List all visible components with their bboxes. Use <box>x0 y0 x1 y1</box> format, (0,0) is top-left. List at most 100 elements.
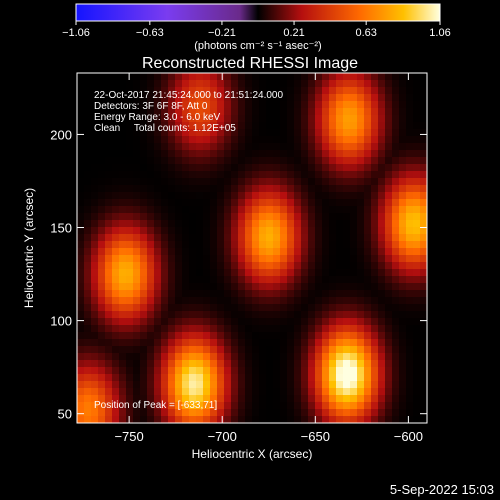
heatmap-cell <box>357 262 365 270</box>
heatmap-cell <box>112 206 120 214</box>
heatmap-cell <box>392 402 400 410</box>
heatmap-cell <box>140 192 148 200</box>
heatmap-cell <box>175 157 183 165</box>
heatmap-cell <box>154 213 162 221</box>
heatmap-cell <box>203 262 211 270</box>
heatmap-cell <box>322 73 330 81</box>
heatmap-cell <box>154 318 162 326</box>
heatmap-cell <box>392 346 400 354</box>
heatmap-cell <box>399 416 407 423</box>
heatmap-cell <box>168 108 176 116</box>
heatmap-cell <box>203 318 211 326</box>
heatmap-cell <box>154 227 162 235</box>
heatmap-cell <box>189 206 197 214</box>
heatmap-cell <box>406 304 414 312</box>
heatmap-cell <box>126 262 134 270</box>
heatmap-cell <box>343 388 351 396</box>
heatmap-cell <box>133 227 141 235</box>
heatmap-cell <box>392 227 400 235</box>
heatmap-cell <box>84 269 92 277</box>
heatmap-cell <box>105 339 113 347</box>
heatmap-cell <box>259 353 267 361</box>
heatmap-cell <box>399 311 407 319</box>
heatmap-cell <box>315 248 323 256</box>
heatmap-cell <box>378 129 386 137</box>
heatmap-cell <box>343 192 351 200</box>
heatmap-cell <box>231 171 239 179</box>
heatmap-cell <box>364 80 372 88</box>
heatmap-cell <box>77 409 85 417</box>
heatmap-cell <box>189 150 197 158</box>
heatmap-cell <box>203 87 211 95</box>
heatmap-cell <box>385 304 393 312</box>
heatmap-cell <box>203 360 211 368</box>
heatmap-cell <box>406 108 414 116</box>
heatmap-cell <box>98 276 106 284</box>
heatmap-cell <box>231 269 239 277</box>
heatmap-cell <box>273 122 281 130</box>
heatmap-cell <box>105 395 113 403</box>
heatmap-cell <box>84 227 92 235</box>
heatmap-cell <box>105 87 113 95</box>
heatmap-cell <box>91 227 99 235</box>
heatmap-cell <box>77 87 85 95</box>
heatmap-cell <box>371 290 379 298</box>
heatmap-cell <box>168 192 176 200</box>
heatmap-cell <box>280 122 288 130</box>
heatmap-cell <box>119 213 127 221</box>
heatmap-cell <box>161 206 169 214</box>
heatmap-cell <box>224 255 232 263</box>
colorbar-unit-label: (photons cm⁻² s⁻¹ asec⁻²) <box>194 40 321 52</box>
heatmap-cell <box>126 388 134 396</box>
heatmap-cell <box>238 150 246 158</box>
heatmap-cell <box>196 192 204 200</box>
heatmap-cell <box>308 374 316 382</box>
heatmap-cell <box>336 388 344 396</box>
heatmap-cell <box>406 325 414 333</box>
heatmap-cell <box>280 402 288 410</box>
heatmap-cell <box>217 332 225 340</box>
heatmap-cell <box>210 115 218 123</box>
heatmap-cell <box>217 318 225 326</box>
heatmap-cell <box>119 80 127 88</box>
heatmap-cell <box>343 318 351 326</box>
heatmap-cell <box>406 367 414 375</box>
heatmap-cell <box>196 178 204 186</box>
heatmap-cell <box>266 318 274 326</box>
heatmap-cell <box>182 206 190 214</box>
heatmap-cell <box>91 290 99 298</box>
heatmap-cell <box>196 332 204 340</box>
heatmap-cell <box>140 101 148 109</box>
heatmap-cell <box>371 157 379 165</box>
heatmap-cell <box>154 185 162 193</box>
heatmap-cell <box>280 304 288 312</box>
heatmap-cell <box>357 192 365 200</box>
heatmap-cell <box>224 80 232 88</box>
heatmap-cell <box>91 185 99 193</box>
heatmap-cell <box>112 136 120 144</box>
heatmap-cell <box>189 297 197 305</box>
heatmap-cell <box>329 325 337 333</box>
heatmap-cell <box>399 164 407 172</box>
heatmap-cell <box>189 220 197 228</box>
heatmap-cell <box>364 283 372 291</box>
heatmap-cell <box>392 395 400 403</box>
heatmap-cell <box>315 129 323 137</box>
heatmap-cell <box>98 311 106 319</box>
heatmap-cell <box>217 164 225 172</box>
heatmap-cell <box>175 325 183 333</box>
heatmap-cell <box>189 122 197 130</box>
heatmap-cell <box>280 220 288 228</box>
heatmap-cell <box>273 157 281 165</box>
heatmap-cell <box>119 304 127 312</box>
heatmap-cell <box>84 318 92 326</box>
heatmap-cell <box>238 108 246 116</box>
heatmap-cell <box>182 101 190 109</box>
heatmap-cell <box>245 220 253 228</box>
heatmap-cell <box>238 416 246 423</box>
heatmap-cell <box>322 346 330 354</box>
heatmap-cell <box>406 374 414 382</box>
heatmap-cell <box>287 129 295 137</box>
heatmap-cell <box>77 381 85 389</box>
heatmap-cell <box>413 248 421 256</box>
